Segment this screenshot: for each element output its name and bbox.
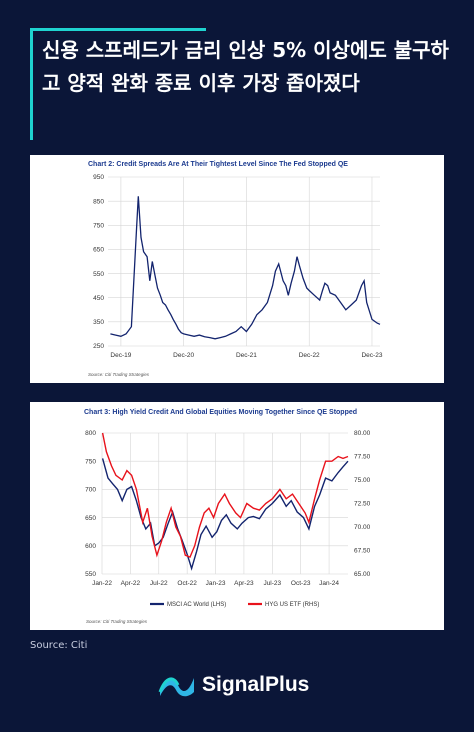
accent-frame-side — [30, 28, 33, 140]
chart2-ytick-label: 950 — [93, 174, 104, 181]
signalplus-wave-logo-icon — [158, 677, 194, 697]
chart3-ytick-left-label: 750 — [85, 458, 96, 465]
chart2-ytick-label: 750 — [93, 222, 104, 229]
credit-spreads-chart-card: Chart 2: Credit Spreads Are At Their Tig… — [30, 155, 444, 383]
brand-logo: SignalPlus — [158, 672, 309, 698]
chart2-ytick-label: 350 — [93, 319, 104, 326]
chart3-ytick-left-label: 700 — [85, 487, 96, 494]
chart3-ytick-right-label: 75.00 — [354, 477, 371, 484]
chart3-xtick-label: Apr-22 — [121, 580, 141, 587]
chart3-legend-label: MSCI AC World (LHS) — [167, 602, 226, 608]
chart3-title: Chart 3: High Yield Credit And Global Eq… — [84, 409, 357, 416]
chart2-ytick-label: 550 — [93, 271, 104, 278]
chart2-source-note: Source: Citi Trading Strategies — [88, 372, 150, 377]
chart3-xtick-label: Oct-23 — [291, 580, 311, 587]
chart3-ytick-left-label: 650 — [85, 515, 96, 522]
chart2-ytick-label: 250 — [93, 343, 104, 350]
chart3-ytick-right-label: 67.50 — [354, 548, 371, 555]
chart2-xtick-label: Dec-22 — [299, 352, 320, 359]
chart3-ytick-right-label: 77.50 — [354, 454, 371, 461]
hy-credit-equities-chart-card: Chart 3: High Yield Credit And Global Eq… — [30, 402, 444, 630]
chart3-xtick-label: Apr-23 — [234, 580, 254, 587]
chart2-xtick-label: Dec-20 — [173, 352, 194, 359]
chart2-series-line — [110, 196, 381, 340]
chart3-ytick-right-label: 72.50 — [354, 501, 371, 508]
chart3-xtick-label: Oct-22 — [177, 580, 197, 587]
credit-spreads-chart: Chart 2: Credit Spreads Are At Their Tig… — [88, 161, 383, 377]
chart3-xtick-label: Jan-22 — [92, 580, 112, 587]
chart3-ytick-left-label: 800 — [85, 430, 96, 437]
chart2-xtick-label: Dec-23 — [361, 352, 382, 359]
chart2-ytick-label: 850 — [93, 198, 104, 205]
source-note: Source: Citi — [30, 640, 88, 651]
hy-credit-equities-chart: Chart 3: High Yield Credit And Global Eq… — [84, 409, 371, 624]
chart3-ytick-right-label: 65.00 — [354, 571, 371, 578]
chart3-ytick-right-label: 70.00 — [354, 524, 371, 531]
chart3-series-line — [101, 458, 349, 571]
chart2-ytick-label: 450 — [93, 295, 104, 302]
chart3-xtick-label: Jan-24 — [319, 580, 339, 587]
chart2-xtick-label: Dec-21 — [236, 352, 257, 359]
chart3-source-note: Source: Citi Trading Strategies — [86, 619, 148, 624]
chart3-ytick-left-label: 600 — [85, 543, 96, 550]
brand-name: SignalPlus — [202, 673, 310, 696]
chart2-ytick-label: 650 — [93, 247, 104, 254]
chart3-ytick-left-label: 550 — [85, 571, 96, 578]
chart2-xtick-label: Dec-19 — [110, 352, 131, 359]
chart3-ytick-right-label: 80.00 — [354, 430, 371, 437]
chart3-xtick-label: Jul-22 — [150, 580, 168, 587]
headline: 신용 스프레드가 금리 인상 5% 이상에도 불구하고 양적 완화 종료 이후 … — [42, 38, 449, 95]
chart2-title: Chart 2: Credit Spreads Are At Their Tig… — [88, 161, 348, 168]
chart3-legend-label: HYG US ETF (RHS) — [265, 602, 319, 608]
chart3-xtick-label: Jul-23 — [263, 580, 281, 587]
accent-frame-top — [30, 28, 206, 31]
chart3-xtick-label: Jan-23 — [206, 580, 226, 587]
chart3-series-line — [101, 432, 349, 559]
